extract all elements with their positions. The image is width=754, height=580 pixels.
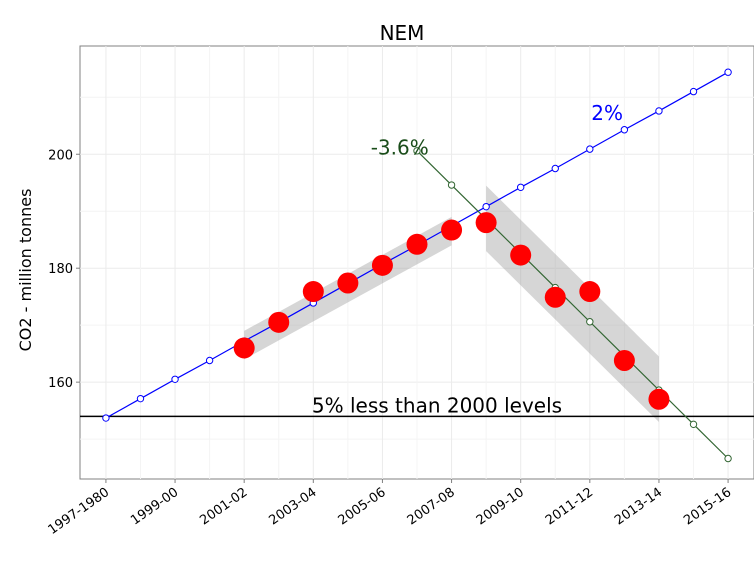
x-tick-label: 2013-14 [612, 485, 665, 528]
x-tick-label: 2003-04 [266, 485, 319, 528]
annotations: 2% -3.6% [371, 101, 623, 159]
trend-point-blue [689, 87, 698, 96]
trend-point-blue [586, 145, 594, 153]
decline-annotation-neg3-6pct: -3.6% [371, 135, 429, 159]
chart-title: NEM [380, 21, 425, 45]
actual-point-red [371, 254, 393, 276]
x-tick-label: 2005-06 [336, 485, 389, 528]
trend-point-blue [655, 107, 663, 115]
trend-point-green [586, 318, 594, 326]
x-tick-label: 2011-12 [543, 485, 596, 528]
trend-point-blue [620, 126, 629, 134]
trend-point-green [447, 181, 456, 189]
reference-line-group: 5% less than 2000 levels [80, 393, 754, 417]
actual-point-red [337, 272, 359, 294]
x-tick-label: 2001-02 [197, 485, 250, 528]
growth-annotation-2pct: 2% [591, 101, 623, 125]
trend-point-green [689, 420, 698, 429]
actual-point-red [441, 219, 463, 241]
actual-point-red [648, 388, 670, 410]
trend-point-green [724, 454, 732, 463]
actual-point-red [613, 349, 635, 371]
actual-point-red [544, 286, 566, 308]
actual-point-red [302, 281, 324, 303]
actual-point-red [510, 244, 532, 266]
x-tick-label: 1999-00 [128, 485, 181, 528]
actual-point-red [579, 281, 601, 303]
trend-point-green [413, 147, 421, 155]
trend-line-green [416, 150, 729, 459]
trend-point-blue [171, 375, 179, 383]
x-tick-label: 2015-16 [681, 485, 734, 528]
trend-point-blue [724, 68, 732, 76]
y-axis-label: CO2 - million tonnes [16, 189, 35, 352]
actual-point-red [233, 337, 255, 359]
trend-point-blue [516, 183, 525, 191]
actual-point-red [268, 311, 290, 333]
y-tick-label: 160 [48, 376, 73, 391]
trend-point-blue [551, 164, 559, 173]
x-tick-label: 1997-1980 [46, 485, 113, 538]
trend-point-blue [205, 356, 214, 365]
grid-lines [80, 46, 754, 479]
series-points [102, 68, 732, 463]
actual-point-red [475, 212, 497, 234]
trend-point-blue [136, 394, 145, 403]
actual-point-red [406, 233, 428, 255]
x-tick-label: 2007-08 [405, 485, 458, 528]
trend-point-blue [482, 202, 490, 211]
y-tick-label: 180 [48, 262, 73, 277]
x-tick-label: 2009-10 [474, 485, 527, 528]
trend-point-blue [102, 414, 110, 422]
y-tick-label: 200 [48, 148, 73, 163]
reference-line-label: 5% less than 2000 levels [312, 393, 562, 417]
